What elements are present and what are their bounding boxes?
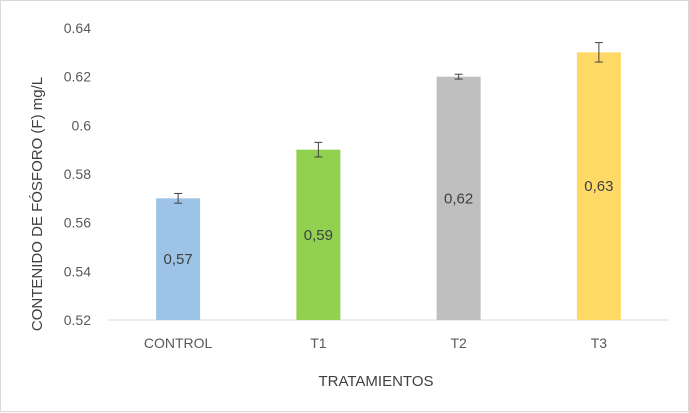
error-bar-t3 [594, 42, 603, 63]
y-tick-label: 0.52 [64, 312, 91, 328]
data-label-t2: 0,62 [444, 190, 473, 207]
y-tick-label: 0.64 [64, 20, 91, 36]
error-bar-t2 [454, 73, 463, 80]
data-label-t1: 0,59 [304, 227, 333, 244]
y-tick-label: 0.56 [64, 215, 91, 231]
bar-t2 [436, 76, 481, 321]
bars [156, 52, 621, 321]
y-axis-title: CONTENIDO DE FÓSFORO (F) mg/L [29, 77, 46, 331]
data-label-t3: 0,63 [584, 178, 613, 195]
error-bars [174, 42, 603, 204]
data-labels: 0,57 0,59 0,62 0,63 [164, 178, 614, 268]
error-bar-control [174, 192, 183, 204]
x-tick-label-t2: T2 [450, 335, 467, 351]
y-tick-label: 0.54 [64, 263, 91, 279]
error-bar-t1 [314, 141, 323, 158]
y-tick-label: 0.6 [72, 117, 92, 133]
x-tick-label-t3: T3 [591, 335, 608, 351]
x-tick-label-control: CONTROL [144, 335, 213, 351]
bar-control [156, 198, 201, 320]
x-axis-title: TRATAMIENTOS [318, 373, 433, 390]
y-tick-label: 0.58 [64, 166, 91, 182]
x-tick-label-t1: T1 [310, 335, 327, 351]
bar-t1 [296, 149, 341, 320]
bar-t3 [576, 52, 621, 320]
y-tick-label: 0.62 [64, 69, 91, 85]
data-label-control: 0,57 [164, 251, 193, 268]
x-axis-ticks: CONTROL T1 T2 T3 [144, 335, 607, 351]
y-axis-ticks: 0.52 0.54 0.56 0.58 0.6 0.62 0.64 [64, 20, 91, 328]
